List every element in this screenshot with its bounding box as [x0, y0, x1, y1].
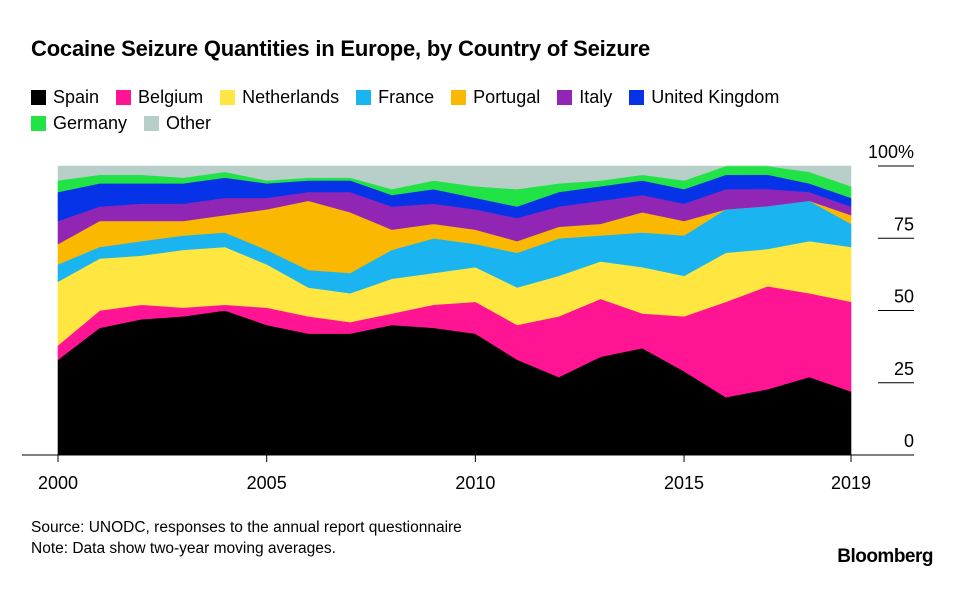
- y-tick-label-100: 100%: [868, 142, 914, 162]
- legend: Spain Belgium Netherlands France Portuga…: [31, 84, 931, 136]
- y-tick-label-25: 25: [894, 359, 914, 379]
- legend-label-portugal: Portugal: [473, 86, 541, 107]
- legend-label-italy: Italy: [579, 86, 613, 107]
- legend-label-united-kingdom: United Kingdom: [651, 86, 780, 107]
- x-tick-label-2015: 2015: [664, 473, 704, 493]
- legend-swatch-italy: [557, 89, 573, 105]
- legend-item-france: France: [356, 87, 434, 108]
- legend-item-other: Other: [144, 113, 211, 134]
- legend-label-belgium: Belgium: [138, 86, 204, 107]
- legend-item-portugal: Portugal: [451, 87, 540, 108]
- legend-label-spain: Spain: [53, 86, 100, 107]
- legend-item-italy: Italy: [557, 87, 612, 108]
- legend-swatch-other: [144, 115, 160, 131]
- source-note: Source: UNODC, responses to the annual r…: [31, 519, 462, 536]
- y-tick-label-0: 0: [904, 431, 914, 451]
- legend-label-netherlands: Netherlands: [242, 86, 340, 107]
- area-other: [57, 165, 852, 190]
- x-tick-label-2005: 2005: [247, 473, 287, 493]
- area-layers: [57, 165, 852, 456]
- legend-row: Spain Belgium Netherlands France Portuga…: [31, 84, 931, 110]
- legend-row: Germany Other: [31, 110, 931, 136]
- legend-swatch-germany: [31, 115, 46, 131]
- data-note: Note: Data show two-year moving averages…: [31, 540, 336, 557]
- legend-swatch-united-kingdom: [629, 89, 645, 105]
- y-axis: 0 25 50 75 100%: [868, 142, 914, 456]
- legend-swatch-netherlands: [220, 89, 236, 105]
- bloomberg-logo: Bloomberg: [837, 546, 933, 567]
- legend-swatch-france: [356, 89, 372, 105]
- legend-label-france: France: [378, 86, 435, 107]
- y-tick-label-75: 75: [894, 214, 914, 234]
- legend-item-netherlands: Netherlands: [220, 87, 339, 108]
- legend-swatch-belgium: [116, 89, 132, 105]
- chart-title: Cocaine Seizure Quantities in Europe, by…: [31, 36, 650, 61]
- legend-item-spain: Spain: [31, 87, 99, 108]
- x-tick-label-2000: 2000: [38, 473, 78, 493]
- legend-item-germany: Germany: [31, 113, 127, 134]
- x-tick-label-2010: 2010: [455, 473, 495, 493]
- legend-item-united-kingdom: United Kingdom: [629, 87, 779, 108]
- y-tick-label-50: 50: [894, 287, 914, 307]
- legend-label-germany: Germany: [53, 112, 128, 133]
- legend-swatch-spain: [31, 89, 46, 105]
- footer: Source: UNODC, responses to the annual r…: [31, 517, 462, 559]
- x-tick-label-2019: 2019: [831, 473, 871, 493]
- legend-item-belgium: Belgium: [116, 87, 203, 108]
- legend-swatch-portugal: [451, 89, 467, 105]
- legend-label-other: Other: [166, 112, 212, 133]
- x-axis: 2000 2005 2010 2015 2019: [22, 454, 914, 493]
